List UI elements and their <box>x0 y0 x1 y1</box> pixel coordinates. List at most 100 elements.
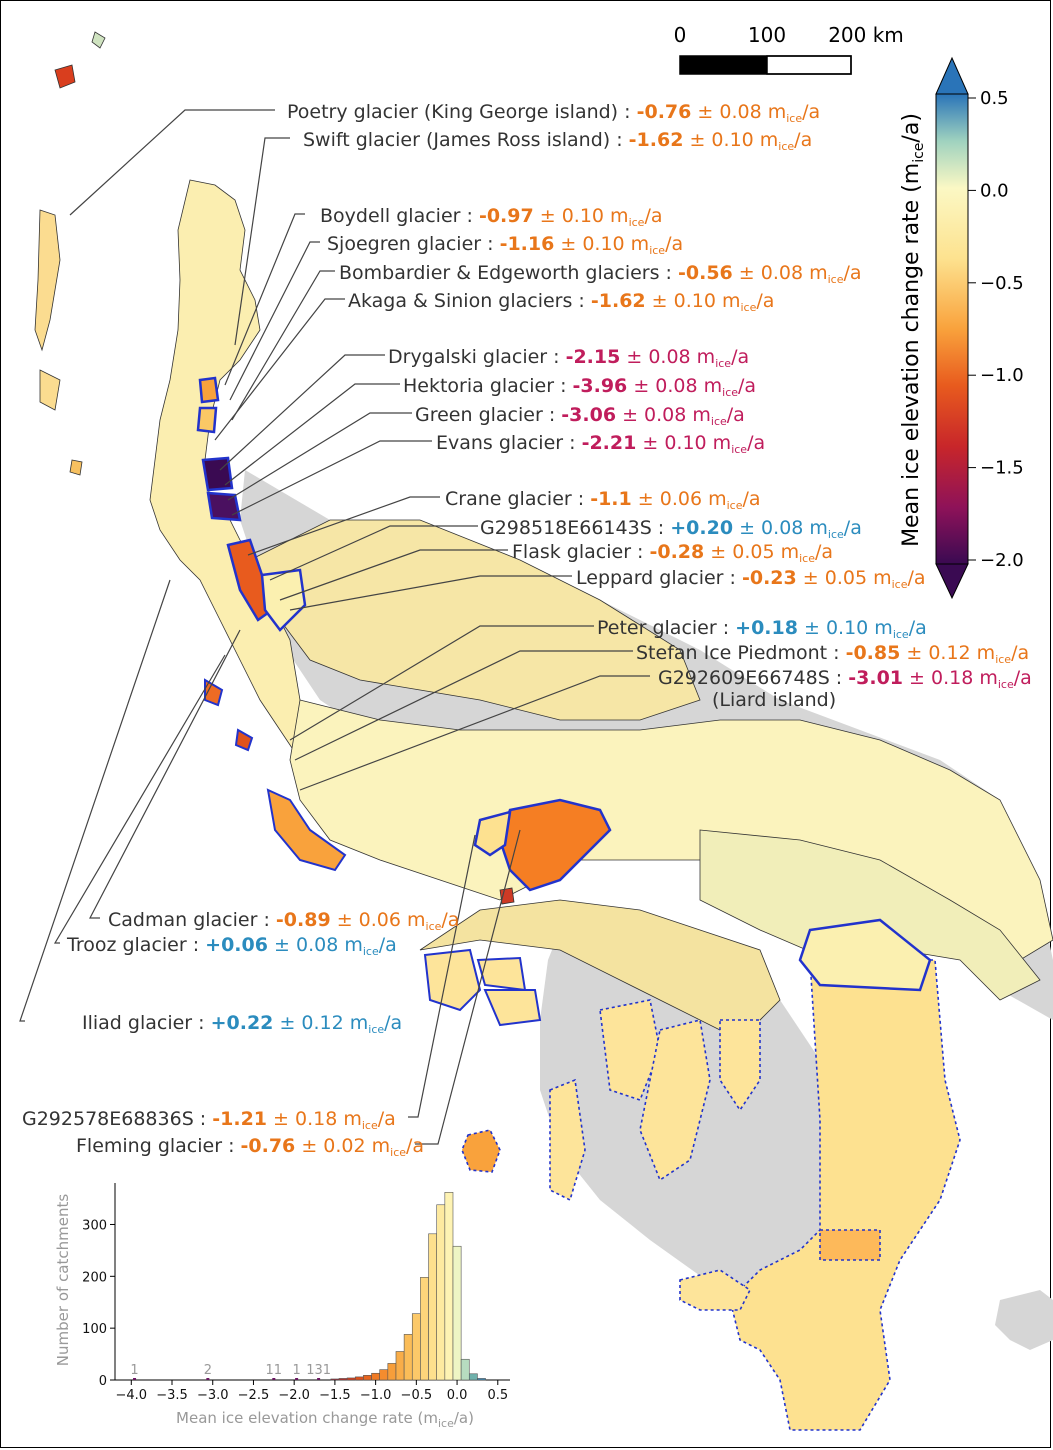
glacier-name: G292578E68836S : <box>22 1108 212 1130</box>
glacier-name: Evans glacier : <box>436 432 582 454</box>
histogram-bar <box>354 1376 364 1381</box>
glacier-uncertainty: ± 0.18 m <box>267 1108 362 1130</box>
histogram-bar <box>436 1204 446 1381</box>
glacier-rate: -2.15 <box>566 346 621 368</box>
glacier-name: Stefan Ice Piedmont : <box>636 642 846 664</box>
histogram-ylabel: Number of catchments <box>54 1194 72 1367</box>
histogram-bar <box>379 1369 389 1381</box>
glacier-rate: +0.20 <box>670 517 733 539</box>
unit-suffix: /a <box>815 541 833 563</box>
histogram-bar <box>387 1363 397 1381</box>
glacier-name: G298518E66143S : <box>480 517 670 539</box>
glacier-name: Iliad glacier : <box>82 1012 211 1034</box>
unit-suffix: /a <box>384 1012 402 1034</box>
glacier-uncertainty: ± 0.10 m <box>554 233 649 255</box>
glacier-labels: Poetry glacier (King George island) : -0… <box>22 101 1032 1159</box>
unit-subscript: ice <box>649 244 665 257</box>
glacier-label: Poetry glacier (King George island) : -0… <box>287 101 820 125</box>
glacier-rate: -3.96 <box>573 375 628 397</box>
unit-subscript: ice <box>711 415 727 428</box>
glacier-rate: -0.28 <box>649 541 704 563</box>
histogram-xtick-label: −2.5 <box>238 1388 270 1403</box>
glacier-rate: -0.23 <box>742 567 797 589</box>
histogram-outlier-bar <box>206 1378 210 1380</box>
glacier-label: Drygalski glacier : -2.15 ± 0.08 mice/a <box>388 346 749 370</box>
glacier-label: Trooz glacier : +0.06 ± 0.08 mice/a <box>66 934 397 958</box>
histogram-ytick-label: 0 <box>99 1374 107 1389</box>
histogram-outlier-count: 1 <box>130 1363 138 1378</box>
glacier-uncertainty: ± 0.08 m <box>620 346 715 368</box>
unit-subscript: ice <box>362 1119 378 1132</box>
glacier-label: Fleming glacier : -0.76 ± 0.02 mice/a <box>76 1135 424 1159</box>
unit-subscript: ice <box>363 945 379 958</box>
glacier-rate: -0.56 <box>678 262 733 284</box>
glacier-name: Leppard glacier : <box>576 567 742 589</box>
glacier-rate: +0.22 <box>211 1012 274 1034</box>
glacier-uncertainty: ± 0.06 m <box>632 488 727 510</box>
glacier-uncertainty: ± 0.08 m <box>733 517 828 539</box>
histogram-bar <box>428 1233 438 1381</box>
glacier-label: Flask glacier : -0.28 ± 0.05 mice/a <box>512 541 833 565</box>
glacier-label: Stefan Ice Piedmont : -0.85 ± 0.12 mice/… <box>636 642 1029 666</box>
histogram-bar <box>460 1358 470 1381</box>
histogram-xtick-label: −4.0 <box>115 1388 147 1403</box>
unit-subscript: ice <box>799 552 815 565</box>
unit-subscript: ice <box>390 1146 406 1159</box>
glacier-label: Crane glacier : -1.1 ± 0.06 mice/a <box>445 488 761 512</box>
histogram-outlier-bar <box>133 1378 137 1380</box>
glacier-rate: -0.85 <box>846 642 901 664</box>
histogram-bar <box>452 1245 462 1381</box>
glacier-label: Leppard glacier : -0.23 ± 0.05 mice/a <box>576 567 926 591</box>
histogram-bar <box>330 1378 340 1381</box>
unit-subscript: ice <box>998 678 1014 691</box>
histogram-xtick-label: −1.0 <box>360 1388 392 1403</box>
histogram-bar <box>371 1372 380 1381</box>
histogram-xtick-label: −1.5 <box>319 1388 351 1403</box>
unit-suffix: /a <box>802 101 820 123</box>
unit-subscript: ice <box>893 628 909 641</box>
unit-suffix: /a <box>379 934 397 956</box>
histogram-bar <box>363 1375 372 1381</box>
glacier-name: Bombardier & Edgeworth glaciers : <box>339 262 678 284</box>
glacier-name: Poetry glacier (King George island) : <box>287 101 637 123</box>
glacier-uncertainty: ± 0.10 m <box>636 432 731 454</box>
unit-suffix: /a <box>406 1135 424 1157</box>
unit-suffix: /a <box>665 233 683 255</box>
glacier-rate: -3.01 <box>848 667 903 689</box>
histogram-xlabel: Mean ice elevation change rate (mice/a) <box>176 1409 474 1430</box>
glacier-uncertainty: ± 0.10 m <box>683 129 778 151</box>
unit-subscript: ice <box>995 653 1011 666</box>
histogram-ytick-label: 200 <box>82 1270 107 1285</box>
histogram-outlier-count: 2 <box>204 1363 212 1378</box>
glacier-uncertainty: ± 0.08 m <box>733 262 828 284</box>
unit-subscript: ice <box>426 920 442 933</box>
unit-subscript: ice <box>828 273 844 286</box>
glacier-label: Cadman glacier : -0.89 ± 0.06 mice/a <box>108 909 459 933</box>
colorbar-tick-label: −1.0 <box>980 365 1024 386</box>
unit-subscript: ice <box>368 1023 384 1036</box>
leader-lines <box>19 109 650 1145</box>
glacier-name: Swift glacier (James Ross island) : <box>303 129 629 151</box>
glacier-rate: -0.89 <box>276 909 331 931</box>
glacier-label: Hektoria glacier : -3.96 ± 0.08 mice/a <box>403 375 756 399</box>
colorbar-title: Mean ice elevation change rate (mice/a) <box>899 113 927 547</box>
colorbar-tick-label: 0.5 <box>980 88 1009 109</box>
glacier-name: Drygalski glacier : <box>388 346 566 368</box>
glacier-rate: +0.18 <box>735 617 798 639</box>
unit-suffix: /a <box>644 205 662 227</box>
unit-subscript: ice <box>715 357 731 370</box>
unit-subscript: ice <box>828 528 844 541</box>
histogram-xtick-label: 0.5 <box>487 1388 508 1403</box>
glacier-label: Swift glacier (James Ross island) : -1.6… <box>303 129 812 153</box>
glacier-name: Fleming glacier : <box>76 1135 241 1157</box>
histogram-outlier-bar <box>295 1378 299 1380</box>
glacier-name: Cadman glacier : <box>108 909 276 931</box>
colorbar-tick-label: −0.5 <box>980 273 1024 294</box>
unit-suffix: /a <box>1011 642 1029 664</box>
unit-suffix: /a <box>907 567 925 589</box>
glacier-name: Trooz glacier : <box>66 934 205 956</box>
histogram-outlier-count: 11 <box>266 1363 283 1378</box>
glacier-label: G292578E68836S : -1.21 ± 0.18 mice/a <box>22 1108 396 1132</box>
histogram-outlier-count: 1 <box>292 1363 300 1378</box>
